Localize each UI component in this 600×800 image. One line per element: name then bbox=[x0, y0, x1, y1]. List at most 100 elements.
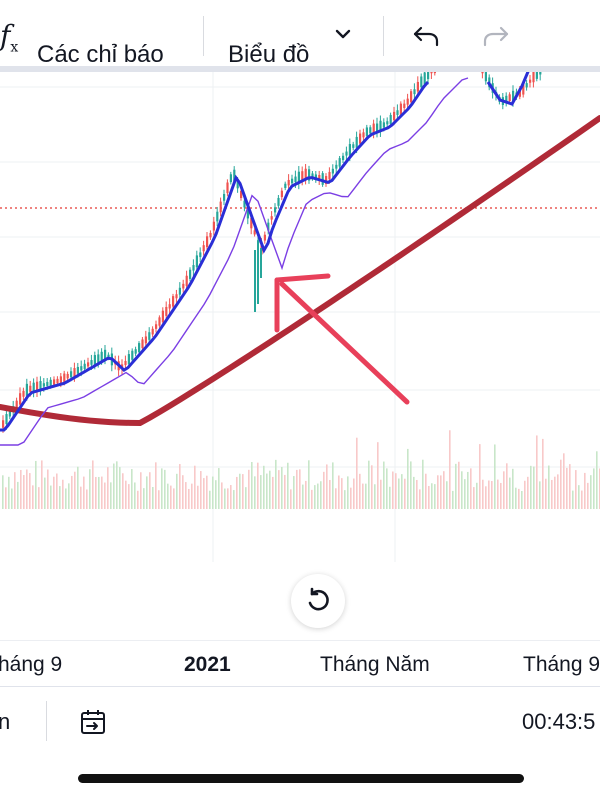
bottom-bar: n 00:43:5 bbox=[0, 686, 600, 757]
volume-bar bbox=[137, 490, 139, 509]
candlesticks bbox=[2, 72, 542, 433]
toolbar-divider bbox=[383, 16, 384, 56]
volume-bar bbox=[563, 453, 565, 509]
volume-bar bbox=[521, 490, 523, 509]
candle-body bbox=[70, 371, 73, 378]
volume-bar bbox=[167, 483, 169, 509]
volume-bar bbox=[449, 430, 451, 509]
undo-icon[interactable] bbox=[412, 24, 440, 48]
candle-body bbox=[219, 201, 222, 213]
candle-body bbox=[233, 169, 236, 182]
candle-body bbox=[104, 349, 107, 360]
volume-bar bbox=[497, 479, 499, 509]
volume-bar bbox=[257, 462, 259, 509]
candle-body bbox=[56, 378, 59, 384]
volume-bar bbox=[377, 442, 379, 509]
volume-bar bbox=[338, 475, 340, 509]
candle-body bbox=[427, 72, 430, 80]
price-chart[interactable] bbox=[0, 72, 600, 562]
volume-bar bbox=[434, 484, 436, 509]
fast-moving-average bbox=[486, 72, 530, 106]
indicators-button[interactable]: Các chỉ báo bbox=[37, 41, 164, 68]
candle-body bbox=[36, 381, 39, 393]
volume-bar bbox=[56, 473, 58, 509]
volume-bar bbox=[65, 488, 67, 509]
volume-bar bbox=[578, 485, 580, 509]
candle-body bbox=[294, 176, 297, 183]
volume-bar bbox=[233, 490, 235, 509]
candle-body bbox=[304, 168, 307, 180]
volume-bar bbox=[458, 461, 460, 509]
volume-bar bbox=[551, 479, 553, 509]
goto-date-icon[interactable] bbox=[78, 707, 108, 737]
candle-body bbox=[134, 349, 137, 354]
arrow-head bbox=[274, 273, 331, 283]
candle-body bbox=[365, 127, 368, 136]
candle-body bbox=[243, 200, 246, 208]
time-axis[interactable]: háng 9 2021 Tháng Năm Tháng 9 bbox=[0, 640, 600, 687]
volume-bar bbox=[296, 469, 298, 509]
candle-body bbox=[83, 363, 86, 369]
volume-bar bbox=[545, 478, 547, 509]
volume-bar bbox=[557, 474, 559, 509]
candle-body bbox=[335, 164, 338, 169]
volume-bar bbox=[476, 482, 478, 509]
volume-bar bbox=[512, 468, 514, 509]
fx-icon[interactable]: fx bbox=[0, 20, 19, 52]
volume-bar bbox=[62, 479, 64, 509]
candle-body bbox=[49, 379, 52, 387]
candle-body bbox=[240, 190, 243, 199]
chart-type-button[interactable]: Biểu đồ bbox=[228, 41, 310, 68]
volume-bar bbox=[170, 485, 172, 509]
volume-bar bbox=[455, 463, 457, 509]
volume-bar bbox=[506, 463, 508, 509]
volume-bar bbox=[119, 467, 121, 509]
time-axis-label: háng 9 bbox=[0, 653, 63, 676]
time-axis-label: Tháng 9 bbox=[523, 653, 600, 676]
candle-body bbox=[100, 351, 103, 362]
volume-bar bbox=[302, 484, 304, 509]
volume-bar bbox=[32, 485, 34, 509]
volume-bar bbox=[344, 490, 346, 509]
price-chart-canvas[interactable] bbox=[0, 72, 600, 562]
candle-body bbox=[423, 72, 426, 85]
volume-bar bbox=[206, 475, 208, 509]
volume-bar bbox=[242, 474, 244, 509]
candle-body bbox=[352, 144, 355, 148]
volume-bar bbox=[311, 489, 313, 509]
timeframe-label[interactable]: n bbox=[0, 709, 10, 735]
candle-body bbox=[66, 373, 69, 379]
home-indicator[interactable] bbox=[78, 774, 524, 783]
chevron-down-icon[interactable] bbox=[334, 28, 352, 42]
candle-body bbox=[107, 354, 110, 358]
candle-body bbox=[8, 411, 11, 417]
candle-body bbox=[151, 328, 154, 335]
volume-bar bbox=[254, 476, 256, 509]
volume-bar bbox=[140, 472, 142, 509]
volume-bar bbox=[323, 471, 325, 509]
candle-body bbox=[376, 123, 379, 132]
volume-bar bbox=[215, 480, 217, 509]
volume-bar bbox=[554, 476, 556, 509]
candle-body bbox=[277, 197, 280, 206]
volume-bar bbox=[230, 485, 232, 509]
volume-bar bbox=[161, 468, 163, 509]
volume-bar bbox=[320, 481, 322, 509]
volume-bar bbox=[275, 459, 277, 509]
volume-bar bbox=[143, 488, 145, 509]
candle-body bbox=[63, 373, 66, 383]
volume-bar bbox=[335, 488, 337, 509]
volume-bar bbox=[596, 451, 598, 509]
candle-body bbox=[22, 390, 25, 397]
volume-bar bbox=[134, 482, 136, 509]
volume-bar bbox=[59, 486, 61, 509]
candle-body bbox=[331, 168, 334, 174]
candle-body bbox=[80, 366, 83, 371]
reset-chart-button[interactable] bbox=[291, 574, 345, 628]
volume-bar bbox=[41, 460, 43, 509]
volume-bar bbox=[401, 474, 403, 509]
volume-bar bbox=[431, 483, 433, 509]
candle-body bbox=[257, 240, 260, 244]
moving-average-lines bbox=[0, 72, 600, 446]
redo-icon[interactable] bbox=[482, 24, 510, 48]
